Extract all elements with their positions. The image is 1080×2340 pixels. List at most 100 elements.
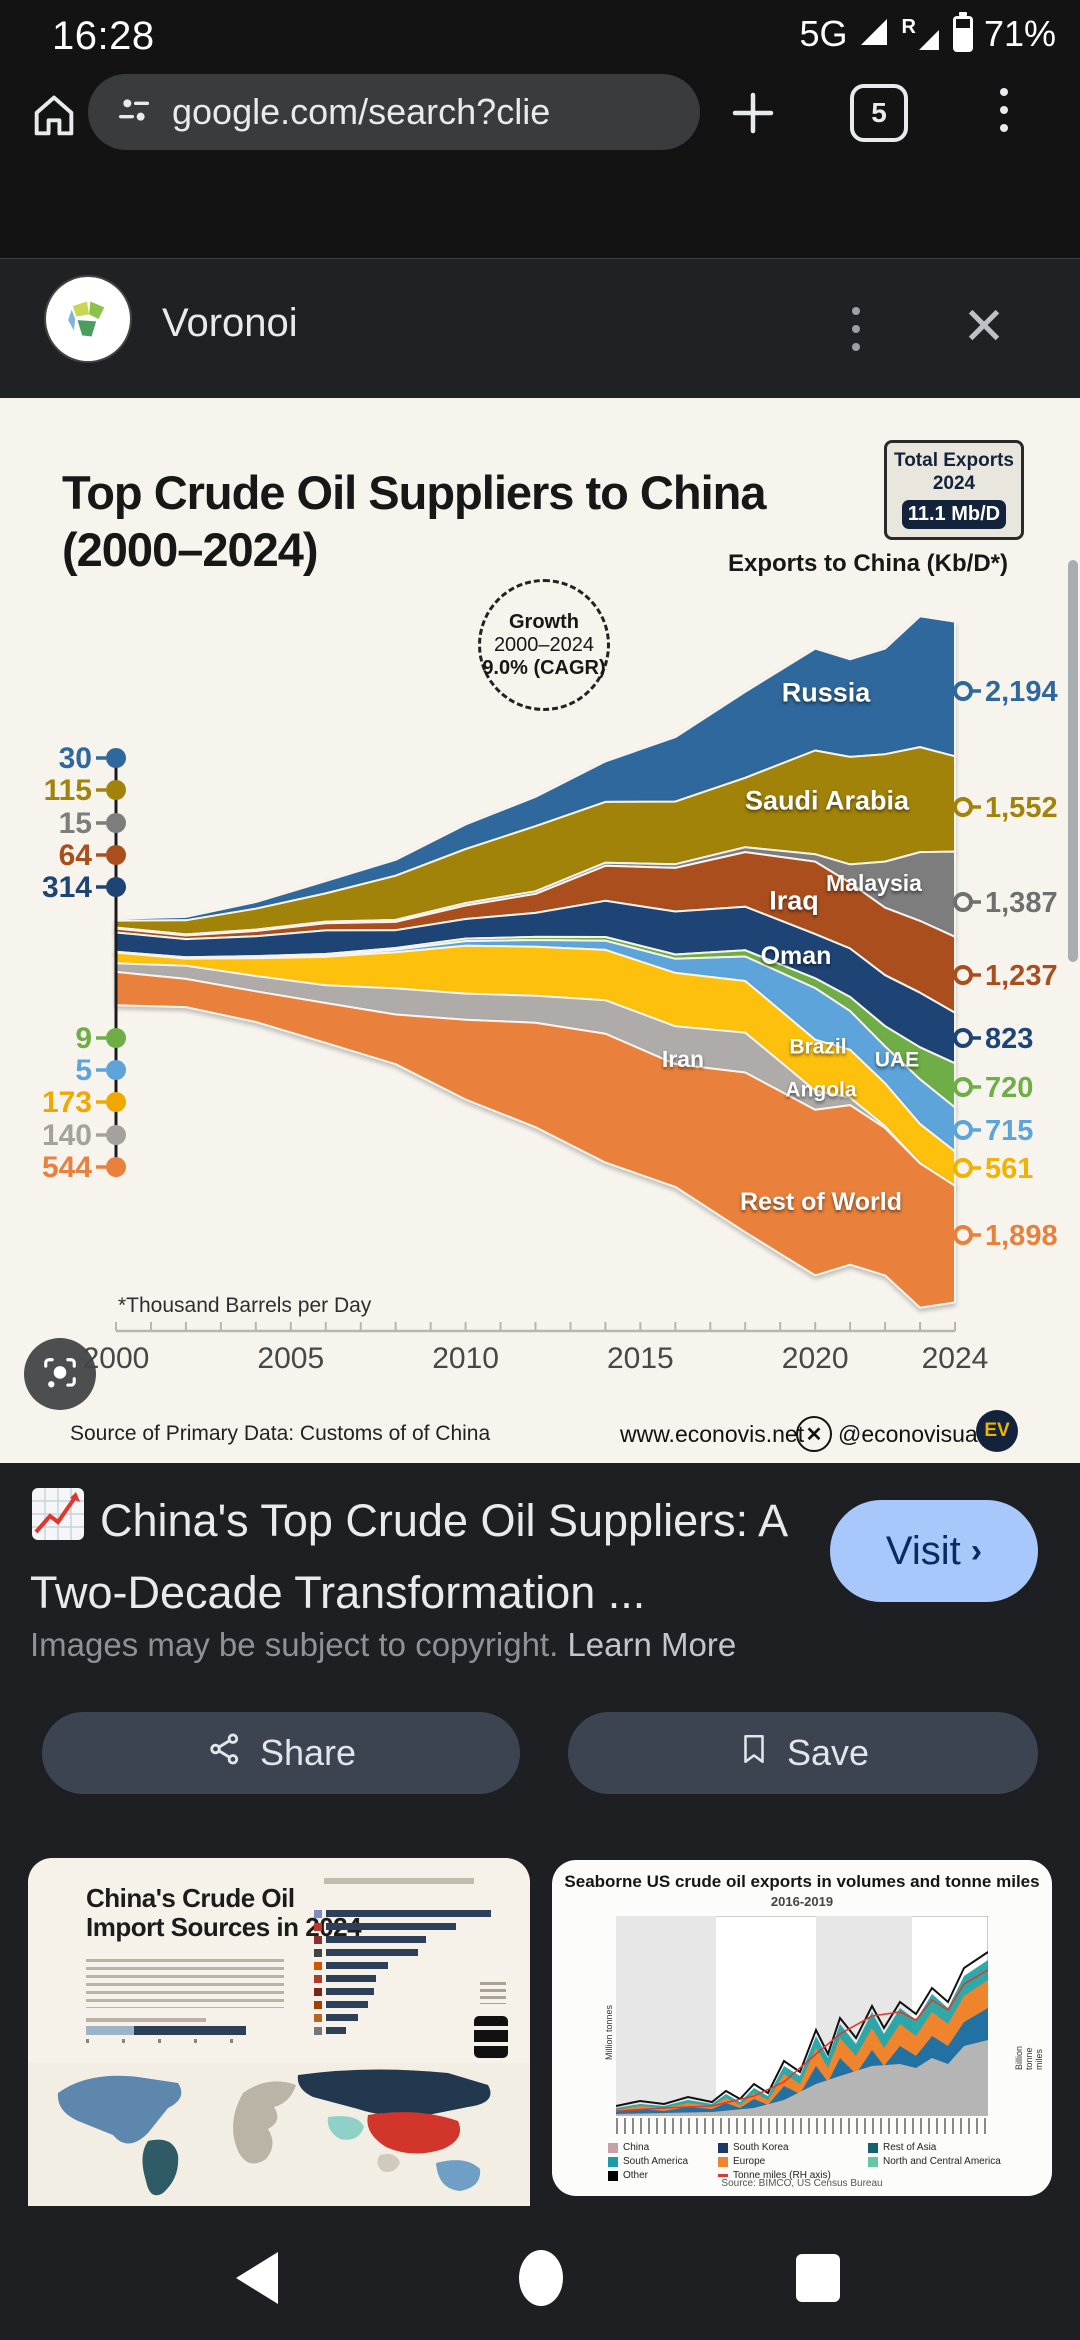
right-dot bbox=[953, 1120, 973, 1140]
thumb1-bar-dot bbox=[314, 1988, 322, 1996]
image-viewer-header: Voronoi ✕ bbox=[0, 258, 1080, 399]
related-image-2[interactable]: Seaborne US crude oil exports in volumes… bbox=[552, 1860, 1052, 2196]
left-dot bbox=[106, 1092, 126, 1112]
legend-label: China bbox=[623, 2142, 650, 2153]
x-twitter-icon: ✕ bbox=[796, 1416, 832, 1452]
legend-swatch bbox=[718, 2142, 728, 2153]
legend-swatch bbox=[718, 2156, 728, 2167]
home-button[interactable] bbox=[516, 2248, 566, 2308]
total-exports-badge: Total Exports 2024 11.1 Mb/D bbox=[884, 440, 1024, 540]
x-tick-label: 2010 bbox=[432, 1342, 499, 1375]
thumb2-legend: China South Korea Rest of Asia South Americ… bbox=[608, 2142, 1008, 2181]
legend-label: Tonne miles (RH axis) bbox=[733, 2170, 831, 2181]
x-tick-label: 2024 bbox=[922, 1342, 989, 1375]
legend-label: Other bbox=[623, 2170, 649, 2181]
social-handle: @econovisuals bbox=[838, 1421, 995, 1447]
thumb1-barchart-title bbox=[324, 1878, 474, 1884]
thumb2-legend-item: China bbox=[608, 2142, 718, 2153]
value-label-2024: 715 bbox=[985, 1115, 1033, 1147]
value-label-2024: 2,194 bbox=[985, 676, 1058, 708]
home-icon[interactable] bbox=[28, 90, 80, 147]
chart-footnote: *Thousand Barrels per Day bbox=[118, 1294, 372, 1317]
thumb2-subtitle: 2016-2019 bbox=[770, 1894, 834, 1909]
google-lens-button[interactable] bbox=[24, 1338, 96, 1410]
back-button[interactable] bbox=[230, 2250, 284, 2306]
thumb1-bar bbox=[326, 1936, 426, 1943]
site-settings-icon[interactable] bbox=[114, 90, 154, 135]
legend-swatch bbox=[868, 2156, 878, 2167]
value-label-2000: 544 bbox=[42, 1151, 92, 1184]
value-label-2024: 720 bbox=[985, 1072, 1033, 1104]
thumb1-bar bbox=[326, 1962, 388, 1969]
recents-button[interactable] bbox=[794, 2252, 842, 2304]
thumb2-legend-item: South America bbox=[608, 2156, 718, 2167]
chevron-right-icon: › bbox=[970, 1531, 983, 1570]
value-label-2000: 15 bbox=[59, 807, 92, 840]
infographic-image[interactable]: 2000 2005 2010 2015 2020 2024 30 115 15 64 314 9 5 1… bbox=[0, 398, 1080, 1463]
chart-title: Top Crude Oil Suppliers to China (2000–2… bbox=[62, 466, 766, 576]
legend-label: Rest of Asia bbox=[883, 2142, 937, 2153]
thumb1-bar-dot bbox=[314, 1949, 322, 1957]
tab-count-label: 5 bbox=[871, 97, 887, 128]
thumb2-legend-item: Other bbox=[608, 2170, 718, 2181]
thumb1-bar bbox=[326, 2027, 346, 2034]
close-icon[interactable]: ✕ bbox=[962, 298, 1006, 356]
left-dot bbox=[106, 1125, 126, 1145]
thumb1-bar-dot bbox=[314, 1936, 322, 1944]
value-label-2024: 1,387 bbox=[985, 887, 1058, 919]
omnibox[interactable]: google.com/search?clie bbox=[88, 74, 700, 150]
right-dot bbox=[953, 1028, 973, 1048]
value-label-2000: 64 bbox=[59, 839, 93, 872]
thumb1-paragraph bbox=[86, 1954, 284, 2008]
band-label: Russia bbox=[782, 677, 872, 707]
right-dot bbox=[953, 1158, 973, 1178]
share-button[interactable]: Share bbox=[42, 1712, 520, 1794]
left-dot bbox=[106, 780, 126, 800]
legend-swatch bbox=[608, 2156, 618, 2167]
learn-more-link[interactable]: Learn More bbox=[567, 1626, 737, 1663]
band-rest-of-world bbox=[115, 970, 956, 1309]
related-image-1[interactable]: China's Crude Oil Import Sources in 2024 bbox=[28, 1858, 530, 2206]
save-button[interactable]: Save bbox=[568, 1712, 1038, 1794]
tab-switcher-button[interactable]: 5 bbox=[850, 84, 908, 142]
stream-chart: 2000 2005 2010 2015 2020 2024 301151564314951… bbox=[42, 615, 1058, 1375]
value-label-2024: 823 bbox=[985, 1023, 1033, 1055]
x-tick-label: 2005 bbox=[257, 1342, 324, 1375]
thumb1-bar-dot bbox=[314, 1923, 322, 1931]
browser-toolbar: google.com/search?clie 5 bbox=[0, 64, 1080, 258]
thumb1-bar bbox=[326, 1949, 418, 1956]
thumb1-bar bbox=[326, 1988, 374, 1995]
band-label: Saudi Arabia bbox=[745, 785, 910, 815]
thumb2-left-axis-title: Million tonnes bbox=[604, 2004, 614, 2060]
legend-swatch bbox=[608, 2142, 618, 2153]
thumb1-bar bbox=[326, 2014, 358, 2021]
growth-annotation: Growth 2000–2024 9.0% (CAGR) bbox=[478, 579, 610, 711]
oil-barrel-icon bbox=[474, 2016, 508, 2058]
website-label: www.econovis.net bbox=[620, 1421, 805, 1447]
viewer-menu-icon[interactable] bbox=[852, 307, 860, 351]
thumb1-bar-dot bbox=[314, 2001, 322, 2009]
chart-increasing-emoji bbox=[30, 1486, 86, 1560]
roaming-signal-icon: R bbox=[901, 16, 941, 53]
value-label-2000: 314 bbox=[42, 871, 92, 904]
new-tab-icon[interactable] bbox=[726, 86, 780, 145]
value-label-2024: 1,898 bbox=[985, 1220, 1058, 1252]
scrollbar[interactable] bbox=[1068, 560, 1078, 962]
band-label: Iran bbox=[662, 1046, 704, 1072]
thumb1-world-map bbox=[28, 2063, 530, 2206]
right-dot bbox=[953, 797, 973, 817]
visit-button[interactable]: Visit › bbox=[830, 1500, 1038, 1602]
result-title[interactable]: China's Top Crude Oil Suppliers: A Two-D… bbox=[30, 1486, 820, 1626]
x-tick-label: 2020 bbox=[782, 1342, 849, 1375]
thumb1-bar-dot bbox=[314, 1975, 322, 1983]
econovis-logo: EV bbox=[976, 1410, 1018, 1452]
value-label-2000: 9 bbox=[75, 1022, 92, 1055]
left-dot bbox=[106, 1028, 126, 1048]
browser-menu-icon[interactable] bbox=[1000, 88, 1008, 132]
right-dot bbox=[953, 1225, 973, 1245]
thumb2-legend-item: South Korea bbox=[718, 2142, 868, 2153]
thumb1-scale-bar bbox=[86, 2026, 246, 2035]
url-text[interactable]: google.com/search?clie bbox=[172, 91, 551, 132]
thumb2-legend-item: North and Central America bbox=[868, 2156, 1018, 2167]
